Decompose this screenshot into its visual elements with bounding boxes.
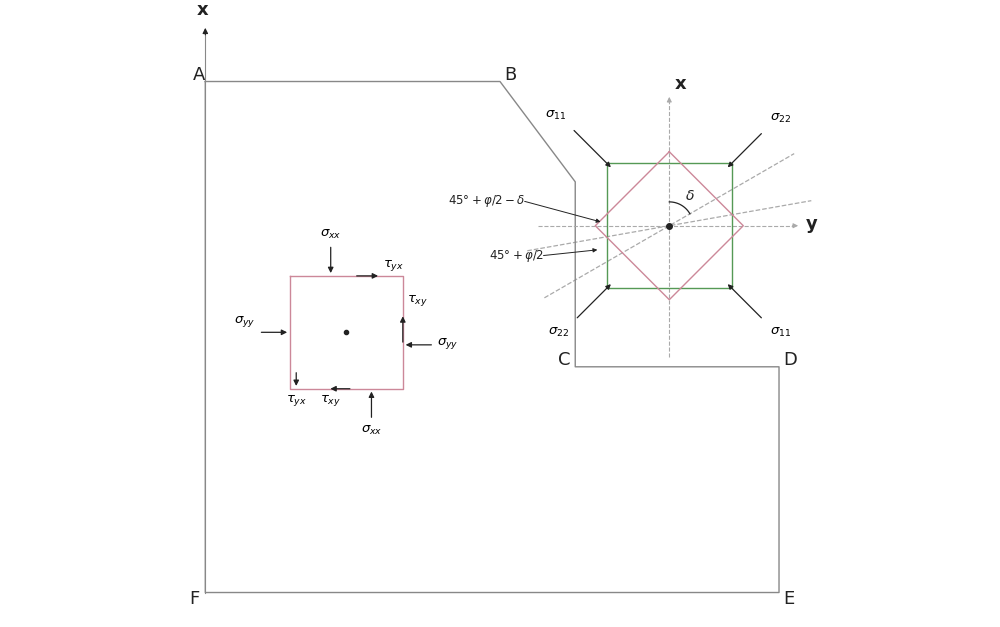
Text: $\sigma_{11}$: $\sigma_{11}$	[770, 326, 791, 339]
Text: $\sigma_{22}$: $\sigma_{22}$	[548, 326, 569, 339]
Text: $45°+\varphi/2$: $45°+\varphi/2$	[489, 248, 544, 264]
Text: $45°+\varphi/2-\delta$: $45°+\varphi/2-\delta$	[448, 192, 525, 209]
Text: y: y	[806, 215, 818, 233]
Text: $\tau_{yx}$: $\tau_{yx}$	[286, 393, 307, 408]
Text: $\sigma_{22}$: $\sigma_{22}$	[770, 112, 791, 125]
Text: $\sigma_{yy}$: $\sigma_{yy}$	[437, 336, 459, 351]
Text: E: E	[783, 590, 795, 608]
Text: A: A	[193, 66, 205, 83]
Text: D: D	[783, 351, 797, 369]
Text: $\sigma_{xx}$: $\sigma_{xx}$	[361, 424, 382, 437]
Text: x: x	[196, 1, 208, 19]
Text: $\sigma_{yy}$: $\sigma_{yy}$	[234, 314, 255, 329]
Text: $\delta$: $\delta$	[685, 189, 695, 203]
Text: F: F	[190, 590, 200, 608]
Text: C: C	[558, 351, 570, 369]
Text: $\sigma_{xx}$: $\sigma_{xx}$	[320, 228, 341, 241]
Text: B: B	[504, 66, 517, 83]
Text: $\sigma_{11}$: $\sigma_{11}$	[545, 109, 566, 122]
Text: $\tau_{xy}$: $\tau_{xy}$	[320, 393, 341, 408]
Text: $\tau_{yx}$: $\tau_{yx}$	[383, 258, 404, 273]
Text: $\tau_{xy}$: $\tau_{xy}$	[407, 293, 428, 308]
Text: x: x	[674, 75, 686, 93]
